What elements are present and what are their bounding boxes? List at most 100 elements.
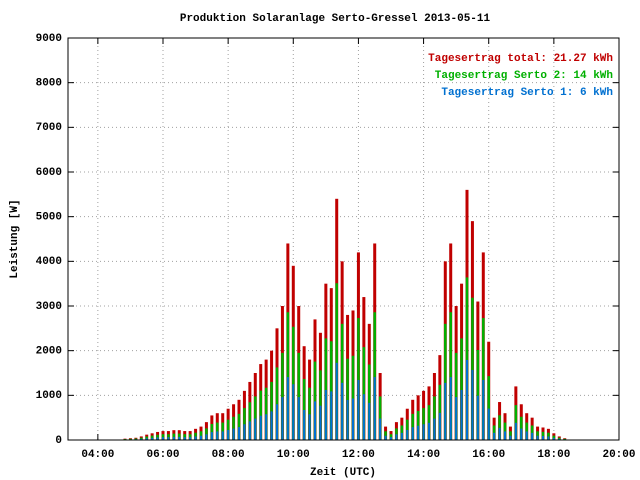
- bar: [221, 431, 224, 440]
- y-tick-label: 0: [55, 435, 62, 447]
- bar: [183, 434, 186, 440]
- bar: [433, 418, 436, 440]
- bar: [178, 433, 181, 440]
- bar: [275, 367, 279, 440]
- bar: [357, 379, 360, 440]
- bar: [552, 435, 556, 440]
- bar: [493, 432, 496, 440]
- bar: [444, 382, 447, 440]
- bar: [422, 408, 425, 440]
- bar: [254, 418, 257, 440]
- bar: [194, 432, 197, 440]
- bar: [243, 408, 246, 440]
- bar: [341, 382, 344, 440]
- y-tick-label: 4000: [36, 256, 62, 268]
- bar: [200, 435, 202, 440]
- bar: [455, 397, 458, 440]
- bar: [281, 397, 284, 440]
- bar: [498, 415, 501, 440]
- bar: [324, 338, 328, 440]
- bar: [504, 431, 506, 440]
- bar: [438, 412, 441, 440]
- bar: [503, 422, 507, 440]
- bar: [400, 432, 403, 440]
- bar: [188, 434, 192, 440]
- bar: [276, 404, 278, 440]
- bar: [482, 379, 485, 440]
- bar: [335, 283, 338, 440]
- bar: [237, 413, 241, 440]
- bar: [471, 297, 474, 440]
- bar: [140, 438, 143, 440]
- bar: [156, 434, 159, 440]
- bar: [172, 436, 175, 440]
- bar: [411, 427, 414, 440]
- bar: [509, 435, 512, 440]
- bar: [238, 427, 240, 440]
- bar: [297, 352, 300, 440]
- bar: [150, 435, 154, 440]
- bar: [297, 397, 300, 440]
- x-tick-label: 12:00: [342, 449, 375, 461]
- bar: [161, 434, 165, 440]
- y-axis-label: Leistung [W]: [9, 199, 21, 278]
- bar: [471, 369, 474, 440]
- bar: [449, 312, 452, 440]
- bar: [254, 396, 257, 440]
- x-tick-label: 18:00: [537, 449, 570, 461]
- bar: [330, 341, 333, 440]
- y-tick-label: 5000: [36, 212, 62, 224]
- bar: [286, 312, 290, 440]
- bar: [498, 427, 501, 440]
- y-tick-label: 9000: [36, 33, 62, 45]
- bar: [210, 424, 214, 440]
- x-tick-label: 14:00: [407, 449, 440, 461]
- bar: [487, 376, 490, 440]
- bar: [368, 364, 371, 440]
- bar: [352, 398, 354, 440]
- bar: [389, 434, 393, 440]
- bar: [460, 338, 463, 440]
- bar: [226, 419, 230, 440]
- bar: [167, 437, 170, 440]
- bar: [530, 425, 534, 440]
- x-tick-label: 06:00: [146, 449, 179, 461]
- annotation: Tagesertrag Serto 2: 14 kWh: [435, 70, 613, 82]
- bar: [357, 318, 360, 440]
- y-tick-label: 7000: [36, 122, 62, 134]
- bar: [330, 391, 333, 440]
- bar: [525, 431, 528, 440]
- bar: [340, 323, 344, 440]
- bar: [384, 431, 387, 440]
- bar: [156, 437, 159, 440]
- plot-frame: [67, 37, 620, 441]
- bar: [281, 352, 284, 440]
- bar: [346, 358, 349, 440]
- bar: [427, 405, 431, 440]
- bar: [460, 389, 463, 440]
- bar: [308, 414, 311, 440]
- bar: [395, 428, 398, 440]
- bar: [210, 432, 213, 440]
- bar: [221, 422, 224, 440]
- bar: [378, 396, 382, 440]
- bar: [390, 437, 392, 440]
- annotation: Tagesertrag total: 21.27 kWh: [428, 53, 613, 65]
- bar: [373, 312, 376, 440]
- bar: [151, 437, 154, 440]
- x-tick-label: 20:00: [602, 449, 635, 461]
- bar: [482, 318, 485, 440]
- bar: [416, 410, 420, 440]
- bar: [509, 431, 512, 440]
- bar: [319, 405, 322, 440]
- bar: [563, 438, 566, 440]
- bar: [541, 431, 545, 440]
- bar: [514, 422, 517, 440]
- bar: [536, 435, 539, 440]
- bar: [313, 361, 317, 440]
- bar: [411, 413, 414, 440]
- bar: [134, 438, 138, 440]
- bar: [145, 436, 148, 440]
- y-tick-label: 3000: [36, 301, 62, 313]
- bar: [362, 394, 365, 440]
